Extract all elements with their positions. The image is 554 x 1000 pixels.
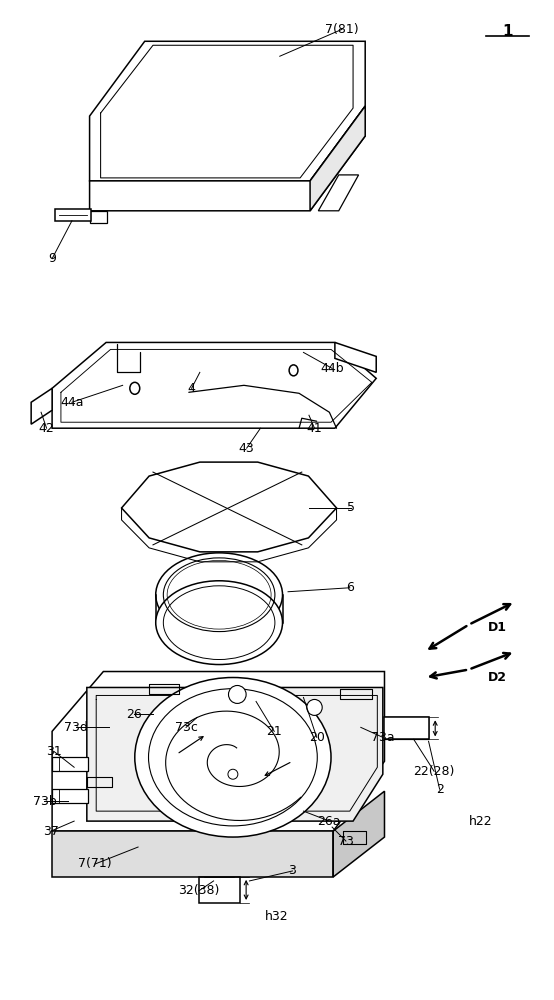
Text: 26: 26 xyxy=(126,708,142,721)
Text: h22: h22 xyxy=(469,815,493,828)
Ellipse shape xyxy=(228,769,238,779)
Polygon shape xyxy=(333,791,384,877)
Text: 44b: 44b xyxy=(320,362,344,375)
Polygon shape xyxy=(90,211,107,223)
Polygon shape xyxy=(319,175,358,211)
Polygon shape xyxy=(310,106,365,211)
Text: 6: 6 xyxy=(346,581,353,594)
Text: D1: D1 xyxy=(488,621,506,634)
Polygon shape xyxy=(52,342,376,428)
Text: 42: 42 xyxy=(39,422,54,435)
Text: 37: 37 xyxy=(43,825,59,838)
Ellipse shape xyxy=(228,685,246,703)
Text: h32: h32 xyxy=(265,910,289,923)
Text: D2: D2 xyxy=(488,671,506,684)
Text: 22(28): 22(28) xyxy=(413,765,455,778)
Polygon shape xyxy=(90,106,365,211)
Polygon shape xyxy=(52,757,89,771)
Text: 43: 43 xyxy=(239,442,254,455)
Text: 7(81): 7(81) xyxy=(325,23,359,36)
Polygon shape xyxy=(87,687,383,821)
Ellipse shape xyxy=(156,553,283,637)
Text: 21: 21 xyxy=(266,725,282,738)
Polygon shape xyxy=(52,831,333,877)
Text: 2: 2 xyxy=(435,783,444,796)
Text: 26a: 26a xyxy=(317,815,341,828)
Text: 5: 5 xyxy=(347,501,356,514)
Text: 73a: 73a xyxy=(371,731,394,744)
Text: 3: 3 xyxy=(289,864,296,877)
Polygon shape xyxy=(199,877,239,903)
Text: 31: 31 xyxy=(46,745,61,758)
Text: 20: 20 xyxy=(309,731,325,744)
Polygon shape xyxy=(55,209,91,221)
Text: 1: 1 xyxy=(502,24,512,39)
Polygon shape xyxy=(52,789,89,803)
Text: 73d: 73d xyxy=(64,721,88,734)
Ellipse shape xyxy=(156,581,283,665)
Text: 73b: 73b xyxy=(33,795,57,808)
Text: 73: 73 xyxy=(338,835,354,848)
Ellipse shape xyxy=(135,678,331,837)
Polygon shape xyxy=(121,462,336,552)
Text: 44a: 44a xyxy=(60,396,84,409)
Text: 9: 9 xyxy=(48,252,56,265)
Polygon shape xyxy=(31,388,52,424)
Text: 32(38): 32(38) xyxy=(178,884,219,897)
Polygon shape xyxy=(384,717,429,739)
Ellipse shape xyxy=(307,699,322,715)
Polygon shape xyxy=(52,672,429,831)
Text: 7(71): 7(71) xyxy=(78,857,112,870)
Polygon shape xyxy=(90,41,365,181)
Text: 73c: 73c xyxy=(175,721,197,734)
Text: 4: 4 xyxy=(188,382,196,395)
Polygon shape xyxy=(335,342,376,372)
Text: 41: 41 xyxy=(306,422,322,435)
